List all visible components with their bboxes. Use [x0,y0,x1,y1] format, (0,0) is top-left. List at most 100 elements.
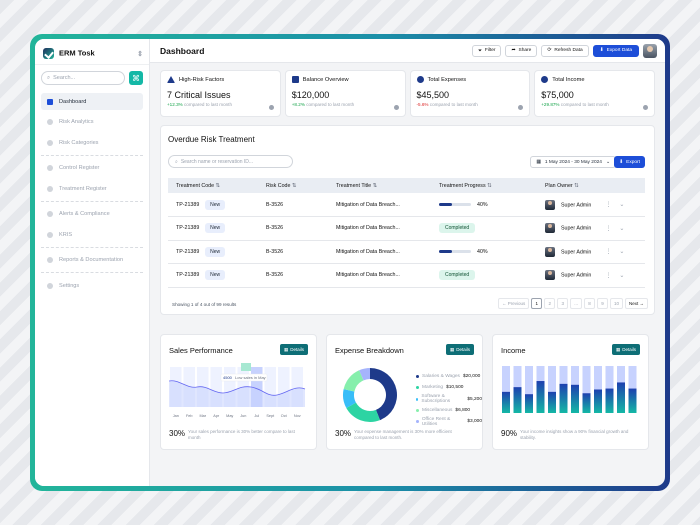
expand-chevron-icon[interactable]: ⌄ [619,225,625,232]
more-icon[interactable]: ⋮ [605,272,612,279]
page-title: Dashboard [160,45,205,56]
sidebar-item-risk-analytics[interactable]: Risk Analytics [41,114,143,131]
sidebar-item-reports-documentation[interactable]: Reports & Documentation [41,252,143,269]
legend-value: $20,000 [462,374,481,380]
income-details-button[interactable]: ▦ Details [611,344,640,355]
column-header[interactable]: Plan Owner ⇅ [537,178,645,193]
expense-panel: Expense Breakdown ▦ Details Salaries & Wa… [326,334,483,450]
sidebar-item-kris[interactable]: KRIS [41,226,143,243]
donut-slice [359,368,370,381]
export-button[interactable]: ⬇ Export [614,156,645,168]
sidebar-item-alerts-compliance[interactable]: Alerts & Compliance [41,206,143,223]
grid-icon: ▦ [449,346,455,352]
sales-details-button[interactable]: ▦ Details [279,344,308,355]
prev-page-button[interactable]: ← Previous [497,298,530,309]
org-switcher[interactable]: ERM Tosk ⇕ [35,43,149,65]
status-badge: New [205,270,226,281]
page-button[interactable]: 1 [531,298,543,309]
column-header[interactable]: Treatment Title ⇅ [328,178,431,193]
info-icon[interactable] [268,105,274,110]
next-page-button[interactable]: Next → [624,298,648,309]
info-icon[interactable] [393,105,399,110]
legend-label: Office Rent & Utilities [421,416,451,427]
column-header[interactable]: Risk Code ⇅ [258,178,328,193]
share-icon: ➦ [511,48,516,53]
stat-label: Total Income [552,76,585,83]
legend-item: Office Rent & Utilities $3,000 [416,416,482,427]
page-button[interactable]: ... [570,298,582,309]
refresh-icon: ⟳ [547,48,552,53]
stat-note: compared to last month [429,102,478,107]
income-title: Income [501,346,526,355]
legend-label: Miscellaneous [422,408,453,414]
sidebar-item-settings[interactable]: Settings [41,277,143,294]
sidebar-search-input[interactable]: ⌕ Search... [41,71,125,85]
income-bar-track [502,366,510,413]
stat-label: Total Expenses [427,76,467,83]
legend-item: Marketing $10,500 [416,382,482,393]
expand-chevron-icon[interactable]: ⌄ [619,201,625,208]
share-button[interactable]: ➦ Share [505,44,538,57]
completed-badge: Completed [439,270,476,281]
expand-chevron-icon[interactable]: ⌄ [619,272,625,279]
info-icon[interactable] [518,105,524,110]
sales-chart: Jan Feb Mar Apr May Jun Jul Sept Oct Nov 4500 Low s… [169,363,306,418]
sales-column [264,367,276,407]
column-label: Treatment Code [176,182,215,189]
page-button[interactable]: 2 [544,298,556,309]
filter-button[interactable]: ⏷ Filter [471,44,502,57]
stat-label: Balance Overview [302,76,349,83]
treatment-code: TP-21389 [176,272,200,279]
risk-code: B-3526 [258,263,328,288]
legend-value: $5,200 [467,396,482,402]
sort-icon: ⇅ [214,182,220,189]
risk-code: B-3526 [258,193,328,217]
column-header[interactable]: Treatment Code ⇅ [168,178,258,193]
info-icon[interactable] [643,105,648,110]
table-row[interactable]: TP-21389 New B-3526 Mitigation of Data Bre… [168,263,645,288]
sales-panel: Sales Performance ▦ Details Jan Feb Mar Apr M… [160,334,317,450]
sales-line [169,380,306,396]
sales-tooltip [220,373,268,382]
donut-slice [370,368,397,421]
sidebar-item-dashboard[interactable]: Dashboard [41,93,143,110]
pagination: ← Previous 1 2 3... 8 9 10 Next → [497,298,648,309]
more-icon[interactable]: ⋮ [605,249,612,256]
page-button[interactable]: 3 [557,298,569,309]
month-label: Feb [186,414,193,418]
plan-owner: Super Admin [561,225,592,232]
refresh-button[interactable]: ⟳ Refresh Data [541,44,589,57]
page-button[interactable]: 8 [583,298,595,309]
column-header[interactable]: Treatment Progress ⇅ [431,178,537,193]
date-range-picker[interactable]: ▦ 1 May 2024 - 30 May 2024 ⌄ [530,156,616,168]
more-icon[interactable]: ⋮ [605,201,612,208]
status-badge: New [205,223,226,234]
sidebar-item-control-register[interactable]: Control Register [41,160,143,177]
grid-icon: ▦ [615,346,621,352]
sidebar-item-treatment-register[interactable]: Treatment Register [41,180,143,197]
expand-chevron-icon[interactable]: ⌄ [619,249,625,256]
treatment-table: Treatment Code ⇅ Risk Code ⇅ Treatment Tit… [168,178,645,288]
legend-label: Marketing [422,385,444,391]
export-data-button[interactable]: ⬇ Export Data [592,44,639,57]
table-row[interactable]: TP-21389 New B-3526 Mitigation of Data Bre… [168,240,645,264]
page-button[interactable]: 9 [596,298,608,309]
table-row[interactable]: TP-21389 New B-3526 Mitigation of Data Bre… [168,216,645,241]
sidebar-item-label: Settings [59,282,80,289]
warning-icon [167,76,175,83]
stat-value: $45,500 [416,90,450,100]
table-row[interactable]: TP-21389 New B-3526 Mitigation of Data Bre… [168,193,645,217]
sidebar-item-label: Risk Analytics [59,119,94,125]
month-label: Mar [199,414,206,418]
expense-details-button[interactable]: ▦ Details [445,344,474,355]
plan-owner: Super Admin [561,249,592,256]
sales-percent: 30% [169,429,186,438]
expense-title: Expense Breakdown [335,346,404,355]
sidebar-item-risk-categories[interactable]: Risk Categories [41,134,143,151]
avatar[interactable] [643,43,657,58]
table-search-input[interactable]: ⌕ Search name or reservation ID... [168,155,293,168]
owner-avatar [545,223,555,234]
page-button[interactable]: 10 [609,298,623,309]
more-icon[interactable]: ⋮ [605,225,612,232]
command-button[interactable]: ⌘ [129,71,143,85]
